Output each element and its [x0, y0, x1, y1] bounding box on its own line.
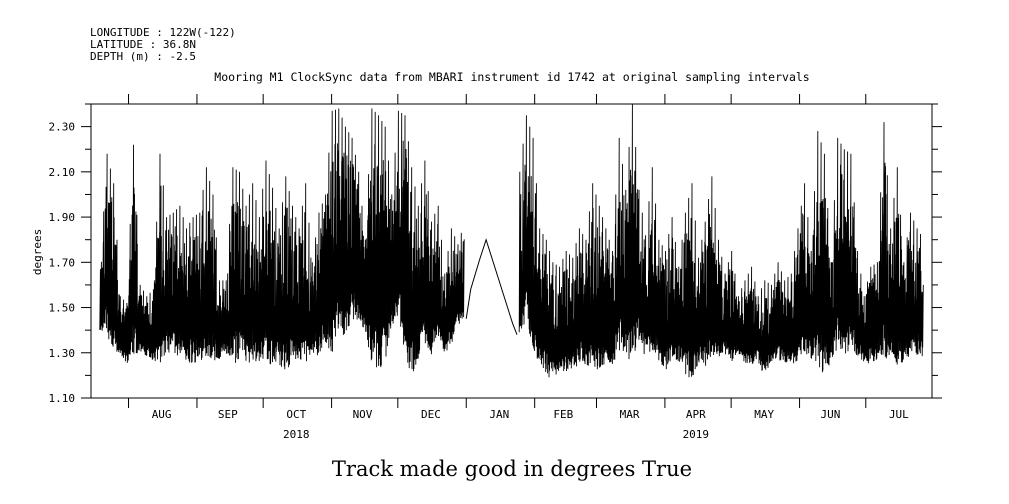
x-month-label: SEP — [218, 408, 238, 421]
x-month-label: OCT — [286, 408, 306, 421]
chart-caption: Track made good in degrees True — [332, 457, 692, 481]
longitude-label: LONGITUDE : 122W(-122) — [90, 26, 236, 39]
y-axis-label: degrees — [31, 229, 44, 275]
plot-area: 1.10 1.30 1.50 1.70 1.90 2.10 2.30 AUG SEP OCT NOV… — [49, 94, 942, 441]
data-series-line — [99, 108, 465, 372]
x-month-label: DEC — [421, 408, 441, 421]
y-tick-label: 1.50 — [49, 302, 76, 315]
plot-frame — [90, 103, 933, 399]
latitude-label: LATITUDE : 36.8N — [90, 38, 196, 51]
x-month-label: AUG — [152, 408, 172, 421]
x-month-label: JUL — [889, 408, 909, 421]
location-header: LONGITUDE : 122W(-122) LATITUDE : 36.8N … — [90, 26, 236, 63]
chart-title: Mooring M1 ClockSync data from MBARI ins… — [214, 70, 809, 84]
depth-label: DEPTH (m) : -2.5 — [90, 50, 196, 63]
y-tick-label: 1.70 — [49, 256, 76, 269]
y-tick-label: 1.10 — [49, 392, 76, 405]
x-month-label: MAY — [754, 408, 774, 421]
x-year-label: 2019 — [683, 428, 710, 441]
x-month-label: JAN — [489, 408, 509, 421]
x-month-label: FEB — [553, 408, 573, 421]
data-series-line — [518, 103, 924, 378]
y-tick-label: 2.10 — [49, 166, 76, 179]
x-month-label: MAR — [620, 408, 640, 421]
y-tick-label: 2.30 — [49, 121, 76, 134]
x-month-label: JUN — [821, 408, 841, 421]
x-year-label: 2018 — [283, 428, 310, 441]
y-tick-label: 1.90 — [49, 211, 76, 224]
y-tick-label: 1.30 — [49, 347, 76, 360]
data-gap-line — [465, 238, 518, 335]
x-month-label: APR — [686, 408, 706, 421]
x-month-label: NOV — [353, 408, 373, 421]
